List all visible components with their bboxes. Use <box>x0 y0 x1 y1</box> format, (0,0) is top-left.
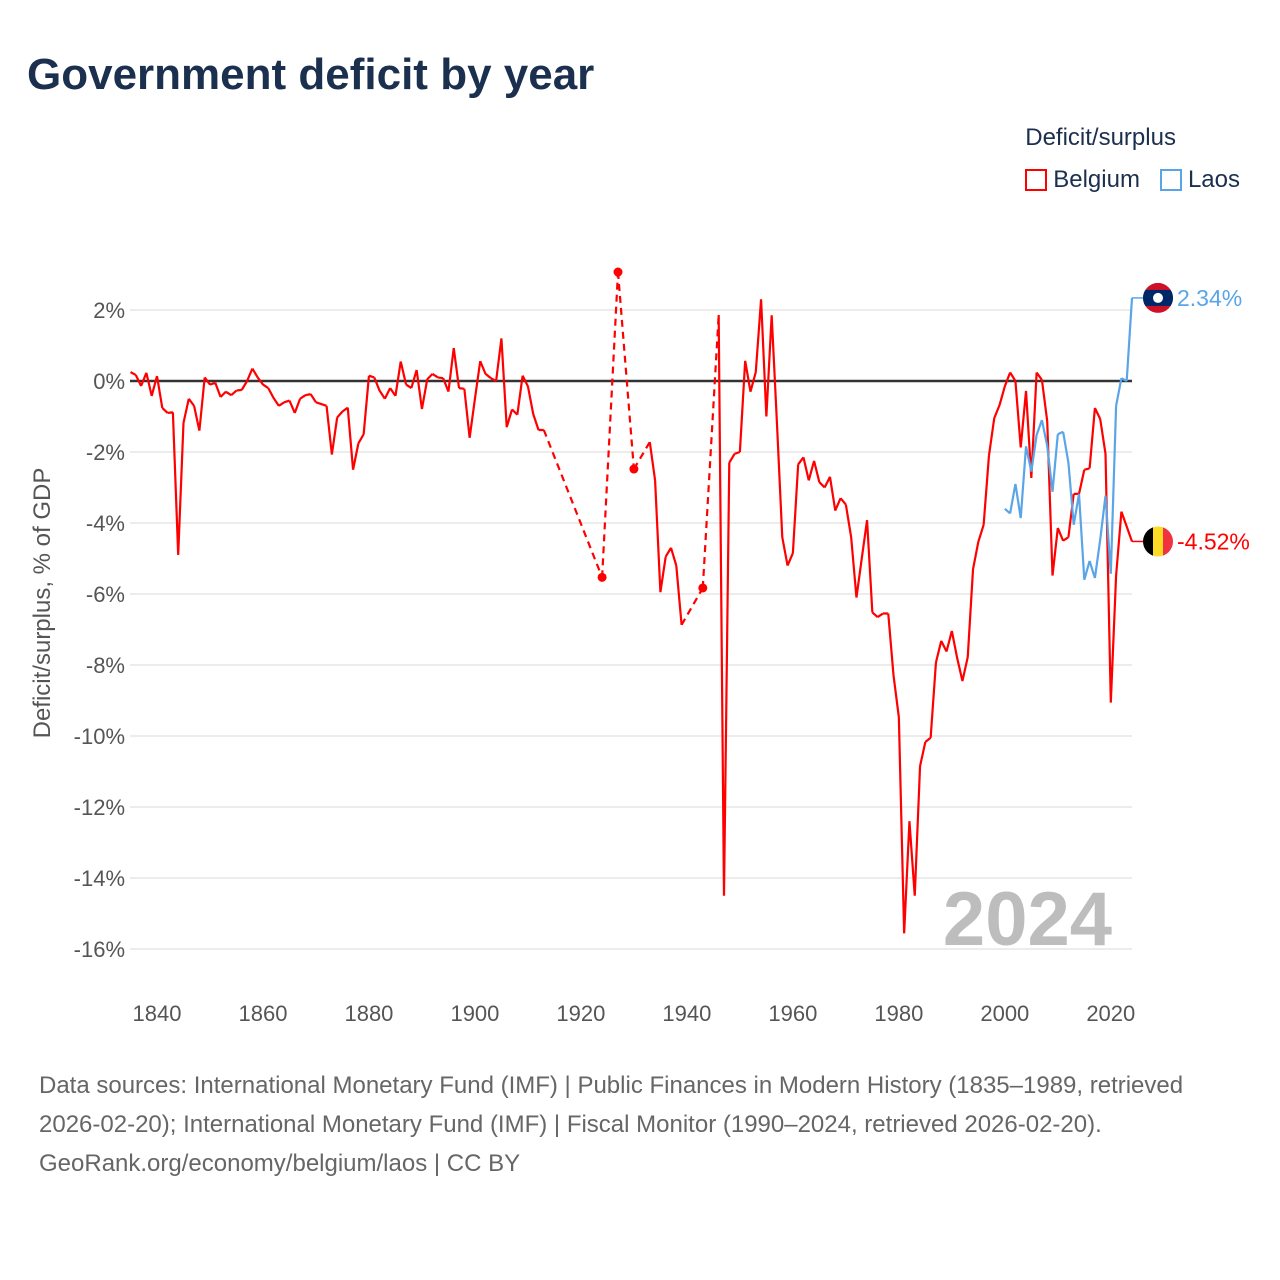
legend: Deficit/surplus Belgium Laos <box>1025 124 1240 194</box>
y-tick-label: 2% <box>93 298 125 323</box>
x-tick-label: 1840 <box>133 1001 182 1026</box>
data-point-belgium <box>597 572 607 582</box>
data-point-belgium <box>629 464 639 474</box>
x-tick-label: 1860 <box>238 1001 287 1026</box>
x-tick-label: 1940 <box>662 1001 711 1026</box>
y-axis-ticks: 2% 0% -2% -4% -6% -8% -10% -12% -14% -16% <box>74 298 125 962</box>
y-tick-label: 0% <box>93 369 125 394</box>
data-point-belgium <box>613 267 623 277</box>
chart-area: 2% 0% -2% -4% -6% -8% -10% -12% -14% -16% 1840 186… <box>29 267 1250 1026</box>
legend-swatch-belgium <box>1025 169 1048 191</box>
legend-label: Laos <box>1187 166 1240 193</box>
y-tick-label: -8% <box>86 653 125 678</box>
data-sources: Data sources: International Monetary Fun… <box>39 1072 1184 1138</box>
series-gap-belgium <box>542 271 720 626</box>
gridlines <box>130 309 1132 950</box>
footer: Data sources: International Monetary Fun… <box>39 1066 1239 1183</box>
legend-label: Belgium <box>1053 166 1140 193</box>
x-tick-label: 1960 <box>768 1001 817 1026</box>
x-tick-label: 1900 <box>450 1001 499 1026</box>
credit-link[interactable]: GeoRank.org/economy/belgium/laos | CC BY <box>39 1150 521 1177</box>
y-axis-label: Deficit/surplus, % of GDP <box>29 468 56 739</box>
y-tick-label: -14% <box>74 866 125 891</box>
data-point-belgium <box>698 583 708 593</box>
legend-swatch-laos <box>1159 169 1182 191</box>
end-label-laos: 2.34% <box>1177 285 1242 311</box>
y-tick-label: -16% <box>74 937 125 962</box>
legend-title: Deficit/surplus <box>1025 124 1176 151</box>
x-tick-label: 2020 <box>1086 1001 1135 1026</box>
flag-laos-icon <box>1143 282 1173 313</box>
year-watermark: 2024 <box>943 877 1112 962</box>
y-tick-label: -6% <box>86 582 125 607</box>
y-tick-label: -4% <box>86 511 125 536</box>
series-line-belgium <box>129 299 1134 934</box>
flag-stripe <box>1163 526 1173 557</box>
y-tick-label: -2% <box>86 440 125 465</box>
y-tick-label: -10% <box>74 724 125 749</box>
legend-item-belgium[interactable]: Belgium <box>1025 166 1140 194</box>
x-tick-label: 1920 <box>556 1001 605 1026</box>
y-tick-label: -12% <box>74 795 125 820</box>
chart-title: Government deficit by year <box>27 50 595 99</box>
flag-disc <box>1153 292 1163 303</box>
x-tick-label: 2000 <box>980 1001 1029 1026</box>
end-labels: -4.52% 2.34% <box>1132 282 1250 557</box>
x-tick-label: 1880 <box>344 1001 393 1026</box>
flag-stripe <box>1143 526 1153 557</box>
legend-item-laos[interactable]: Laos <box>1159 166 1240 194</box>
series-lines <box>129 267 1134 934</box>
flag-stripe <box>1153 526 1163 557</box>
series-line-laos <box>1004 297 1134 581</box>
flag-belgium-icon <box>1143 526 1173 557</box>
end-label-belgium: -4.52% <box>1177 528 1250 554</box>
x-tick-label: 1980 <box>874 1001 923 1026</box>
x-axis-ticks: 1840 1860 1880 1900 1920 1940 1960 1980 2000 2020 <box>133 1001 1136 1026</box>
